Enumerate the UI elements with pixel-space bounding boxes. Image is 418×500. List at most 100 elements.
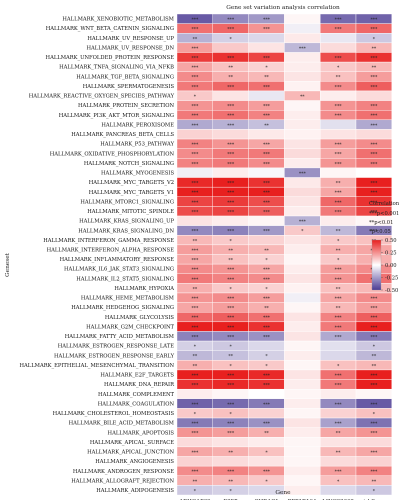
- significance-mark: ***: [370, 84, 378, 90]
- heatmap-cell: [176, 129, 213, 140]
- significance-mark: ***: [227, 277, 235, 283]
- significance-mark: ***: [227, 113, 235, 119]
- significance-mark: ***: [370, 421, 378, 427]
- significance-mark: ***: [191, 17, 199, 23]
- heatmap-cell: [284, 302, 321, 313]
- significance-mark: ***: [299, 219, 307, 225]
- significance-mark: ***: [370, 383, 378, 389]
- significance-mark: ***: [335, 55, 343, 61]
- significance-mark: ***: [263, 421, 271, 427]
- row-label: HALLMARK_HYPOXIA: [114, 286, 174, 292]
- row-label: HALLMARK_IL6_JAK_STAT3_SIGNALING: [64, 267, 174, 273]
- heatmap-cell: [284, 158, 321, 169]
- significance-mark: ***: [335, 334, 343, 340]
- significance-mark: ***: [335, 104, 343, 110]
- significance-mark: ***: [335, 296, 343, 302]
- significance-mark: ***: [227, 229, 235, 235]
- heatmap-cell: [248, 167, 285, 178]
- heatmap-cell: [248, 408, 285, 419]
- significance-mark: **: [372, 354, 377, 360]
- legend-sig-01: **p<0.01: [369, 220, 393, 226]
- heatmap-cell: [284, 283, 321, 294]
- significance-mark: ***: [227, 190, 235, 196]
- significance-mark: ***: [191, 373, 199, 379]
- significance-mark: **: [228, 258, 233, 264]
- row-label: HALLMARK_EPITHELIAL_MESENCHYMAL_TRANSITI…: [19, 363, 174, 369]
- row-label: HALLMARK_MYC_TARGETS_V2: [89, 180, 174, 186]
- heatmap-cell: [176, 456, 213, 467]
- significance-mark: **: [228, 450, 233, 456]
- significance-mark: ***: [227, 402, 235, 408]
- significance-mark: ***: [263, 373, 271, 379]
- significance-mark: **: [264, 431, 269, 437]
- heatmap-cell: [355, 90, 392, 101]
- significance-mark: ***: [191, 229, 199, 235]
- significance-mark: ***: [191, 383, 199, 389]
- significance-mark: *: [265, 286, 268, 292]
- row-label: HALLMARK_UV_RESPONSE_UP: [87, 36, 174, 42]
- significance-mark: ***: [191, 334, 199, 340]
- row-label: HALLMARK_P53_PATHWAY: [100, 142, 174, 148]
- significance-mark: *: [230, 411, 233, 417]
- significance-mark: ***: [191, 27, 199, 33]
- significance-mark: ***: [191, 267, 199, 273]
- significance-mark: ***: [263, 334, 271, 340]
- row-label: HALLMARK_ADIPOGENESIS: [96, 488, 174, 494]
- significance-mark: *: [337, 363, 340, 369]
- significance-mark: **: [264, 248, 269, 254]
- row-label: HALLMARK_G2M_CHECKPOINT: [86, 324, 174, 330]
- significance-mark: ***: [370, 209, 378, 215]
- significance-mark: ***: [263, 315, 271, 321]
- heatmap-cell: [284, 13, 321, 24]
- significance-mark: ***: [191, 296, 199, 302]
- significance-mark: *: [230, 36, 233, 42]
- heatmap-cell: [284, 206, 321, 217]
- significance-mark: ***: [263, 55, 271, 61]
- heatmap-cell: [284, 109, 321, 121]
- significance-mark: ***: [370, 190, 378, 196]
- significance-mark: ***: [335, 161, 343, 167]
- significance-mark: ***: [335, 142, 343, 148]
- row-label: HALLMARK_INFLAMMATORY_RESPONSE: [60, 257, 175, 263]
- heatmap-cell: [284, 388, 321, 399]
- heatmap-cell: [248, 388, 285, 399]
- significance-mark: **: [264, 75, 269, 81]
- significance-mark: ***: [370, 113, 378, 119]
- significance-mark: ***: [191, 84, 199, 90]
- row-label: HALLMARK_SPERMATOGENESIS: [83, 84, 175, 90]
- significance-mark: ***: [191, 65, 199, 71]
- significance-mark: ***: [227, 421, 235, 427]
- heatmap-cell: [284, 273, 321, 284]
- significance-mark: ***: [335, 17, 343, 23]
- row-label: HALLMARK_INTERFERON_GAMMA_RESPONSE: [43, 238, 174, 244]
- significance-mark: ***: [191, 104, 199, 110]
- row-label: HALLMARK_ANDROGEN_RESPONSE: [73, 469, 174, 475]
- significance-mark: **: [228, 354, 233, 360]
- significance-mark: ***: [263, 152, 271, 158]
- legend-title: Correlation: [369, 201, 400, 207]
- significance-mark: **: [336, 75, 341, 81]
- significance-mark: **: [228, 75, 233, 81]
- heatmap-cell: [284, 408, 321, 419]
- heatmap-cell: [320, 350, 357, 361]
- significance-mark: ***: [370, 229, 378, 235]
- significance-mark: ***: [370, 55, 378, 61]
- heatmap-cell: [212, 388, 249, 399]
- heatmap-cell: [355, 485, 392, 496]
- significance-mark: *: [373, 411, 376, 417]
- significance-mark: *: [265, 363, 268, 369]
- significance-mark: **: [193, 354, 198, 360]
- heatmap-cell: [320, 215, 357, 226]
- y-axis-title: Geneset: [5, 252, 11, 277]
- heatmap-cell: [320, 119, 357, 130]
- significance-mark: ***: [191, 325, 199, 331]
- heatmap-cell: [320, 456, 357, 467]
- row-label: HALLMARK_WNT_BETA_CATENIN_SIGNALING: [46, 26, 174, 32]
- heatmap-cell: [320, 408, 357, 419]
- significance-mark: ***: [227, 267, 235, 273]
- significance-mark: *: [265, 450, 268, 456]
- heatmap-cell: [284, 465, 321, 476]
- row-label: HALLMARK_PROTEIN_SECRETION: [78, 103, 174, 109]
- heatmap-cell: [320, 437, 357, 448]
- significance-mark: ***: [370, 296, 378, 302]
